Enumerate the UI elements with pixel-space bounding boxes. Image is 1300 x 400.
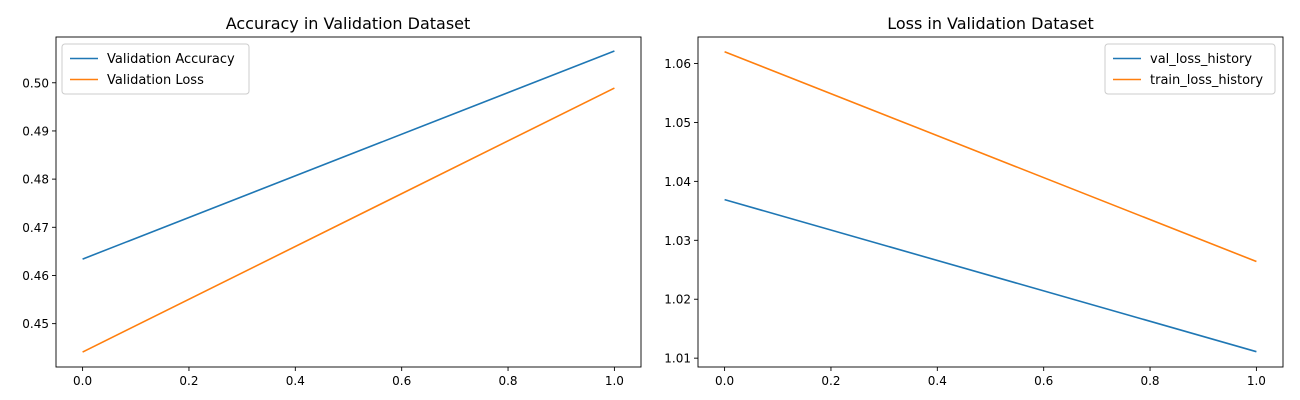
axes-layer: 0.0 0.2 0.4 0.6 0.8 1.0 1.01 1.02 1.03 1.04 1.05 1.… [664,36,1284,388]
legend-box [1104,43,1276,95]
series-line-1 [724,50,1257,263]
y-tick-label: 1.02 [664,293,691,307]
accuracy-chart: Accuracy in Validation Dataset 0.0 0.2 0.4… [22,14,642,388]
legend-box [61,43,250,95]
x-tick-label: 0.8 [498,374,517,388]
x-tick-label: 0.2 [821,374,840,388]
series-line-0 [724,198,1257,353]
y-tick-label: 1.03 [664,234,691,248]
y-tick-label: 1.05 [664,116,691,130]
y-tick-label: 1.06 [664,57,691,71]
x-tick-label: 0.6 [1034,374,1053,388]
y-tick-label: 0.50 [22,76,49,90]
series-layer [724,50,1257,353]
x-tick-label: 0.4 [928,374,947,388]
chart-title: Accuracy in Validation Dataset [226,14,471,33]
x-tick-label: 0.8 [1140,374,1159,388]
x-tick-label: 1.0 [605,374,624,388]
legend-label: Validation Accuracy [107,52,235,67]
y-tick-label: 0.49 [22,124,49,138]
series-line-0 [82,50,615,260]
x-tick-label: 1.0 [1247,374,1266,388]
axes-frame [55,36,642,368]
legend-label: val_loss_history [1150,52,1252,67]
x-tick-label: 0.0 [715,374,734,388]
loss-chart: Loss in Validation Dataset 0.0 0.2 0.4 0.6 0… [664,14,1284,388]
x-tick-label: 0.2 [179,374,198,388]
y-tick-label: 0.45 [22,317,49,331]
y-tick-label: 0.47 [22,221,49,235]
legend: Validation Accuracy Validation Loss [61,43,250,95]
axes-layer: 0.0 0.2 0.4 0.6 0.8 1.0 0.45 0.46 0.47 0.48 0.49 0.… [22,36,642,388]
y-tick-label: 1.01 [664,352,691,366]
x-tick-label: 0.6 [392,374,411,388]
x-tick-label: 0.0 [73,374,92,388]
legend-label: train_loss_history [1150,73,1263,88]
legend-label: Validation Loss [107,73,204,88]
chart-title: Loss in Validation Dataset [887,14,1094,33]
series-line-1 [82,87,615,353]
y-tick-label: 0.48 [22,173,49,187]
series-layer [82,50,615,353]
axes-frame [697,36,1284,368]
x-tick-label: 0.4 [286,374,305,388]
y-tick-label: 0.46 [22,269,49,283]
y-tick-label: 1.04 [664,175,691,189]
legend: val_loss_history train_loss_history [1104,43,1276,95]
